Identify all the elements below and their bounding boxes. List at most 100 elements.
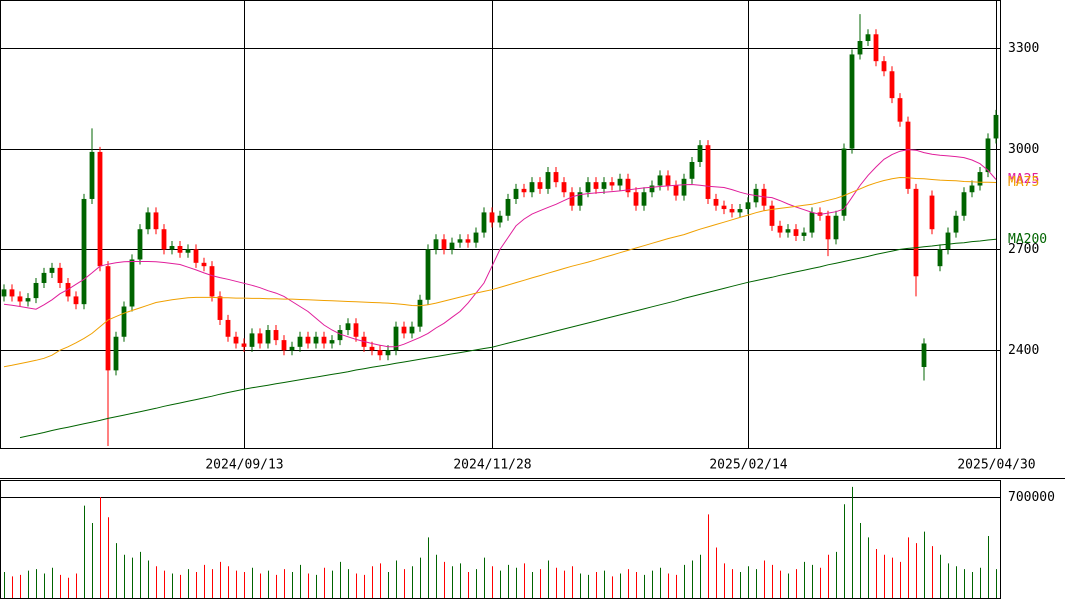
candle-body [217, 296, 223, 320]
candle-body [465, 239, 471, 243]
candle-body [369, 346, 375, 351]
candle-body [401, 326, 407, 334]
candle-body [297, 336, 303, 347]
y-tick-label: 3300 [1008, 41, 1039, 56]
candle-body [809, 212, 815, 233]
candle-body [209, 266, 215, 297]
y-tick-label: 2700 [1008, 242, 1039, 257]
candle-body [857, 41, 863, 55]
candle-body [737, 209, 743, 213]
x-tick-label: 2025/04/30 [957, 458, 1035, 473]
candle-body [929, 195, 935, 230]
candle-body [601, 182, 607, 189]
candle-body [793, 229, 799, 236]
candle-body [705, 145, 711, 199]
candle-body [81, 198, 87, 305]
candle-body [689, 161, 695, 179]
candle-body [25, 298, 31, 302]
candle-body [409, 326, 415, 334]
candle-body [193, 249, 199, 263]
candle-body [241, 343, 247, 347]
candle-body [177, 246, 183, 253]
moving-average-line [3, 149, 997, 348]
candle-body [881, 61, 887, 72]
candle-body [225, 319, 231, 337]
candle-body [385, 350, 391, 356]
candle-body [169, 246, 175, 250]
candle-body [145, 212, 151, 230]
candle-body [57, 267, 63, 283]
candle-body [657, 175, 663, 186]
candle-body [1, 289, 7, 297]
candle-body [161, 229, 167, 250]
candle-body [545, 172, 551, 189]
candle-body [897, 98, 903, 122]
candle-body [505, 198, 511, 216]
candle-body [233, 336, 239, 344]
candle-body [849, 54, 855, 149]
y-tick-label: 2400 [1008, 343, 1039, 358]
candle-body [89, 151, 95, 199]
candle-body [945, 232, 951, 250]
candle-body [969, 185, 975, 193]
candle-body [321, 336, 327, 344]
candle-body [393, 326, 399, 351]
candle-body [865, 34, 871, 42]
candle-body [105, 266, 111, 371]
candle-body [529, 182, 535, 193]
candle-body [329, 340, 335, 344]
candle-body [265, 330, 271, 344]
candle-body [73, 296, 79, 305]
legend-label: MA25 [1008, 172, 1039, 187]
candle-body [633, 192, 639, 206]
candle-body [673, 185, 679, 196]
candle-body [345, 323, 351, 331]
candle-body [185, 249, 191, 253]
candle-body [609, 182, 615, 186]
candle-body [249, 333, 255, 347]
candle-body [921, 343, 927, 368]
candle-body [825, 215, 831, 240]
candle-body [353, 323, 359, 337]
candle-body [577, 192, 583, 206]
candle-body [41, 272, 47, 283]
candle-body [977, 172, 983, 186]
candle-body [433, 239, 439, 250]
price-frame [0, 0, 1001, 449]
candle-body [985, 138, 991, 173]
candle-body [305, 336, 311, 344]
candle-body [521, 188, 527, 193]
candle-body [9, 289, 15, 297]
candle-body [425, 249, 431, 300]
candle-body [721, 205, 727, 210]
candle-body [745, 202, 751, 210]
candle-body [801, 232, 807, 236]
candle-body [49, 267, 55, 273]
candle-body [449, 242, 455, 250]
candle-body [561, 182, 567, 193]
candle-body [313, 336, 319, 344]
candle-body [681, 178, 687, 196]
candle-body [481, 212, 487, 233]
candle-body [625, 178, 631, 193]
candle-body [593, 182, 599, 189]
candle-body [585, 182, 591, 193]
candle-body [289, 346, 295, 351]
candle-body [17, 296, 23, 302]
candle-body [841, 148, 847, 216]
candle-body [889, 71, 895, 99]
labels-layer: 2400 2700 3000 3300 2024/09/13 2024/11/28 2025… [205, 41, 1055, 505]
candle-body [713, 198, 719, 206]
candle-body [833, 215, 839, 240]
candle-body [377, 350, 383, 356]
candle-body [473, 232, 479, 243]
x-tick-label: 2024/09/13 [205, 458, 283, 473]
candle-body [137, 229, 143, 260]
candle-body [153, 212, 159, 230]
moving-average-line [19, 238, 997, 439]
candle-body [33, 282, 39, 299]
candle-body [121, 306, 127, 337]
candle-body [129, 259, 135, 307]
candle-body [777, 225, 783, 233]
